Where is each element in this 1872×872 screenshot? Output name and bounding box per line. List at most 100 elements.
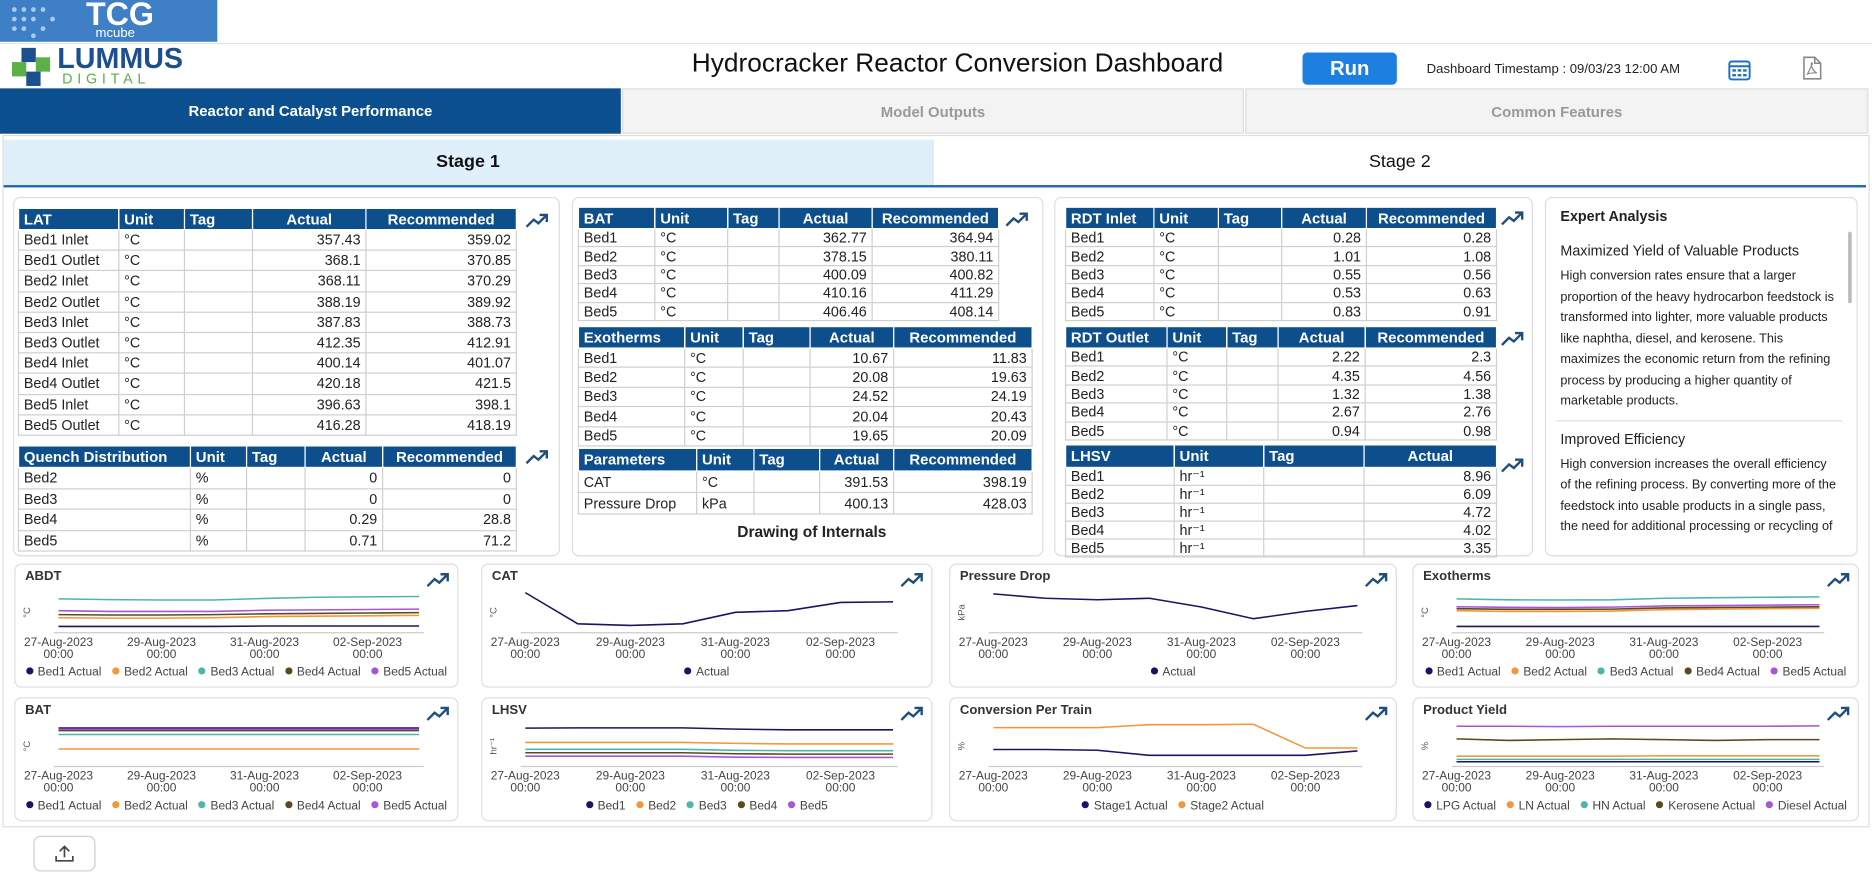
chart-card: ABDT °C 27-Aug-2023 00:00 29-Aug-2023 00:00…	[14, 563, 459, 688]
empty-cell	[1263, 538, 1365, 558]
table-cell: °C	[684, 366, 744, 388]
header-row: LAT Unit Tag Actual Recommended	[17, 207, 517, 231]
trend-icon[interactable]	[1005, 211, 1029, 228]
trend-icon[interactable]	[1501, 457, 1525, 474]
table-cell: Bed1	[577, 228, 656, 248]
legend-item: Actual	[684, 666, 729, 679]
table-cell: °C	[118, 249, 186, 272]
table-row: Bed3 Outlet °C 412.35 412.91	[17, 331, 517, 354]
x-tick-label: 31-Aug-2023 00:00	[229, 636, 300, 662]
upload-button[interactable]	[33, 835, 96, 872]
trend-icon[interactable]	[525, 213, 549, 230]
trend-icon[interactable]	[1826, 706, 1851, 723]
drawing-label: Drawing of Internals	[737, 522, 887, 541]
table-cell: 400.13	[819, 491, 895, 515]
pdf-icon[interactable]	[1802, 56, 1823, 80]
legend: Bed1 Actual Bed2 Actual Bed3 Actual Bed4 Ac…	[16, 800, 458, 813]
x-tick-label: 02-Sep-2023 00:00	[1270, 636, 1340, 662]
x-tick-label: 29-Aug-2023 00:00	[595, 636, 665, 662]
legend-label: Bed3	[698, 799, 727, 814]
table-cell: Bed3 Outlet	[17, 331, 120, 354]
legend-item: Bed1	[585, 800, 626, 813]
series-line	[525, 755, 894, 759]
table-cell: 0	[304, 466, 384, 489]
section-text: High conversion rates ensure that a larg…	[1560, 268, 1834, 409]
content-frame	[2, 134, 1870, 828]
y-axis-label: hr⁻¹	[489, 738, 500, 755]
legend-label: Bed3 Actual	[210, 666, 275, 680]
trend-icon[interactable]	[426, 706, 450, 723]
table-cell: Bed5	[577, 425, 686, 447]
table-cell: 4.56	[1364, 365, 1498, 386]
table-cell: 412.35	[251, 331, 367, 354]
table-cell: 6.09	[1363, 484, 1498, 504]
tab[interactable]: Common Features	[1245, 88, 1869, 134]
legend-label: Bed2 Actual	[124, 666, 188, 680]
table-cell: 20.08	[809, 366, 895, 388]
x-tick-label: 27-Aug-2023 00:00	[958, 770, 1028, 796]
table-cell: Bed4	[1064, 402, 1168, 423]
table-cell: °C	[654, 246, 729, 266]
empty-cell	[1226, 365, 1279, 386]
empty-cell	[1226, 347, 1279, 368]
table-cell: °C	[1153, 228, 1219, 248]
table-row: Bed2% 0 0	[17, 466, 517, 489]
legend-swatch	[1081, 801, 1090, 809]
trend-icon[interactable]	[1501, 210, 1525, 227]
trend-line	[900, 707, 923, 721]
run-button[interactable]: Run	[1302, 52, 1397, 85]
section-heading: Maximized Yield of Valuable Products	[1560, 242, 1800, 260]
trend-arrow	[1019, 212, 1028, 221]
series-line	[525, 741, 894, 745]
legend-item: HN Actual	[1580, 800, 1646, 813]
table-cell: %	[189, 508, 248, 531]
legend-swatch	[1424, 801, 1432, 809]
trend-icon[interactable]	[525, 449, 549, 466]
data-table: Exotherms Unit Tag Actual Recommended Bed1 °C 1…	[577, 325, 1033, 447]
series-line	[58, 608, 420, 613]
legend-swatch	[25, 801, 33, 809]
table-cell: Bed2	[1064, 365, 1168, 386]
empty-cell	[753, 470, 821, 494]
table-cell: °C	[1153, 264, 1219, 285]
tab-active[interactable]: Reactor and Catalyst Performance	[0, 88, 621, 134]
table-cell: 0.94	[1277, 420, 1366, 441]
stage-tab-active[interactable]: Stage 1	[3, 139, 933, 186]
x-tick-label: 27-Aug-2023 00:00	[490, 636, 560, 662]
legend-label: Actual	[1162, 666, 1196, 680]
stage-tab[interactable]: Stage 2	[932, 139, 1866, 186]
trend-icon[interactable]	[1826, 572, 1851, 589]
table-row: Bed4 °C 2.67 2.76	[1064, 402, 1498, 423]
legend-swatch	[684, 667, 692, 675]
column-header: Recommended	[893, 325, 1033, 349]
data-table: LHSV Unit Tag Actual Bed1 hr⁻¹ 8.96 Bed2 hr⁻¹ 6.0…	[1064, 444, 1498, 558]
table-cell: °C	[1166, 384, 1228, 404]
scrollbar[interactable]	[1848, 231, 1852, 304]
chart: hr⁻¹	[489, 727, 898, 768]
legend-item: Actual	[1150, 666, 1196, 680]
y-axis-label: kPa	[957, 604, 968, 621]
table-row: Bed1 °C 362.77 364.94	[577, 228, 1000, 248]
trend-line	[1826, 573, 1849, 588]
legend-label: Kerosene Actual	[1668, 799, 1756, 814]
column-header: Recommended	[365, 207, 517, 231]
table-row: Bed1 hr⁻¹ 8.96	[1064, 466, 1498, 486]
tab[interactable]: Model Outputs	[622, 88, 1245, 134]
table-cell: Bed4	[1064, 520, 1175, 540]
trend-icon[interactable]	[900, 706, 924, 723]
trend-icon[interactable]	[900, 572, 924, 589]
timestamp: Dashboard Timestamp : 09/03/23 12:00 AM	[1426, 62, 1681, 77]
series-line	[524, 591, 894, 627]
empty-cell	[245, 508, 306, 531]
trend-icon[interactable]	[1364, 706, 1389, 723]
empty-cell	[1263, 466, 1365, 486]
trend-icon[interactable]	[426, 572, 450, 589]
trend-icon[interactable]	[1501, 331, 1525, 348]
legend-label: Bed3 Actual	[210, 799, 275, 814]
table-cell: °C	[1166, 365, 1228, 386]
table-cell: Bed4 Outlet	[17, 372, 120, 395]
table-cell: 428.03	[893, 491, 1033, 515]
calendar-icon[interactable]	[1728, 57, 1752, 81]
trend-icon[interactable]	[1364, 572, 1389, 589]
empty-cell	[183, 270, 254, 292]
